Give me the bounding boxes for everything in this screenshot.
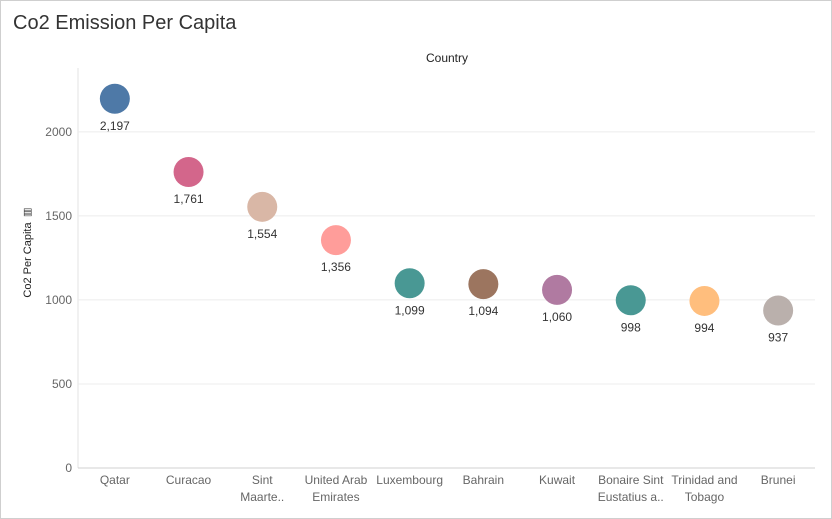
- x-tick-label: Curacao: [166, 473, 212, 487]
- x-tick-label: Qatar: [100, 473, 130, 487]
- x-tick-label-line: Brunei: [761, 473, 796, 487]
- x-tick-label: Kuwait: [539, 473, 576, 487]
- x-tick-label: Sint Maarte..: [240, 473, 284, 504]
- x-tick-label-line: Sint: [252, 473, 273, 487]
- sort-icon[interactable]: ▤: [23, 207, 33, 218]
- data-point[interactable]: [542, 274, 573, 305]
- x-tick-label: Bonaire Sint Eustatius a..: [598, 473, 664, 504]
- x-tick-label: Bahrain: [463, 473, 504, 487]
- data-point[interactable]: [247, 191, 278, 222]
- column-header: Country: [425, 51, 469, 65]
- data-label: 1,554: [247, 227, 277, 241]
- x-tick-label-line: Bahrain: [463, 473, 504, 487]
- data-label: 1,094: [468, 304, 498, 318]
- data-label: 998: [621, 320, 641, 334]
- x-tick-label-line: United Arab: [305, 473, 368, 487]
- data-label: 2,197: [100, 119, 130, 133]
- data-label: 994: [694, 321, 714, 335]
- data-label: 1,356: [321, 260, 351, 274]
- x-tick-label: Luxembourg: [376, 473, 443, 487]
- data-point[interactable]: [615, 285, 646, 316]
- x-tick-label-line: Eustatius a..: [598, 490, 664, 504]
- y-tick-label: 0: [65, 461, 72, 475]
- data-point[interactable]: [173, 157, 204, 188]
- data-label: 937: [768, 331, 788, 345]
- x-tick-label-line: Curacao: [166, 473, 212, 487]
- x-tick-label-line: Qatar: [100, 473, 130, 487]
- x-tick-label-line: Bonaire Sint: [598, 473, 664, 487]
- y-tick-label: 1500: [45, 209, 72, 223]
- data-point[interactable]: [763, 295, 794, 326]
- x-tick-label-line: Maarte..: [240, 490, 284, 504]
- data-label: 1,099: [395, 303, 425, 317]
- data-label: 1,060: [542, 310, 572, 324]
- x-tick-label-line: Tobago: [685, 490, 725, 504]
- data-point[interactable]: [394, 268, 425, 299]
- x-tick-label-line: Luxembourg: [376, 473, 443, 487]
- data-point[interactable]: [468, 269, 499, 300]
- chart-title: Co2 Emission Per Capita: [13, 12, 237, 34]
- x-tick-label-line: Kuwait: [539, 473, 576, 487]
- x-tick-label: Brunei: [761, 473, 796, 487]
- data-point[interactable]: [689, 285, 720, 316]
- x-tick-label: United Arab Emirates: [305, 473, 368, 504]
- data-label: 1,761: [174, 192, 204, 206]
- x-tick-label-line: Trinidad and: [671, 473, 737, 487]
- y-tick-label: 1000: [45, 293, 72, 307]
- x-tick-label-line: Emirates: [312, 490, 359, 504]
- y-tick-label: 2000: [45, 125, 72, 139]
- data-point[interactable]: [99, 83, 130, 114]
- y-tick-label: 500: [52, 377, 72, 391]
- x-tick-label: Trinidad and Tobago: [671, 473, 737, 504]
- data-point[interactable]: [320, 225, 351, 256]
